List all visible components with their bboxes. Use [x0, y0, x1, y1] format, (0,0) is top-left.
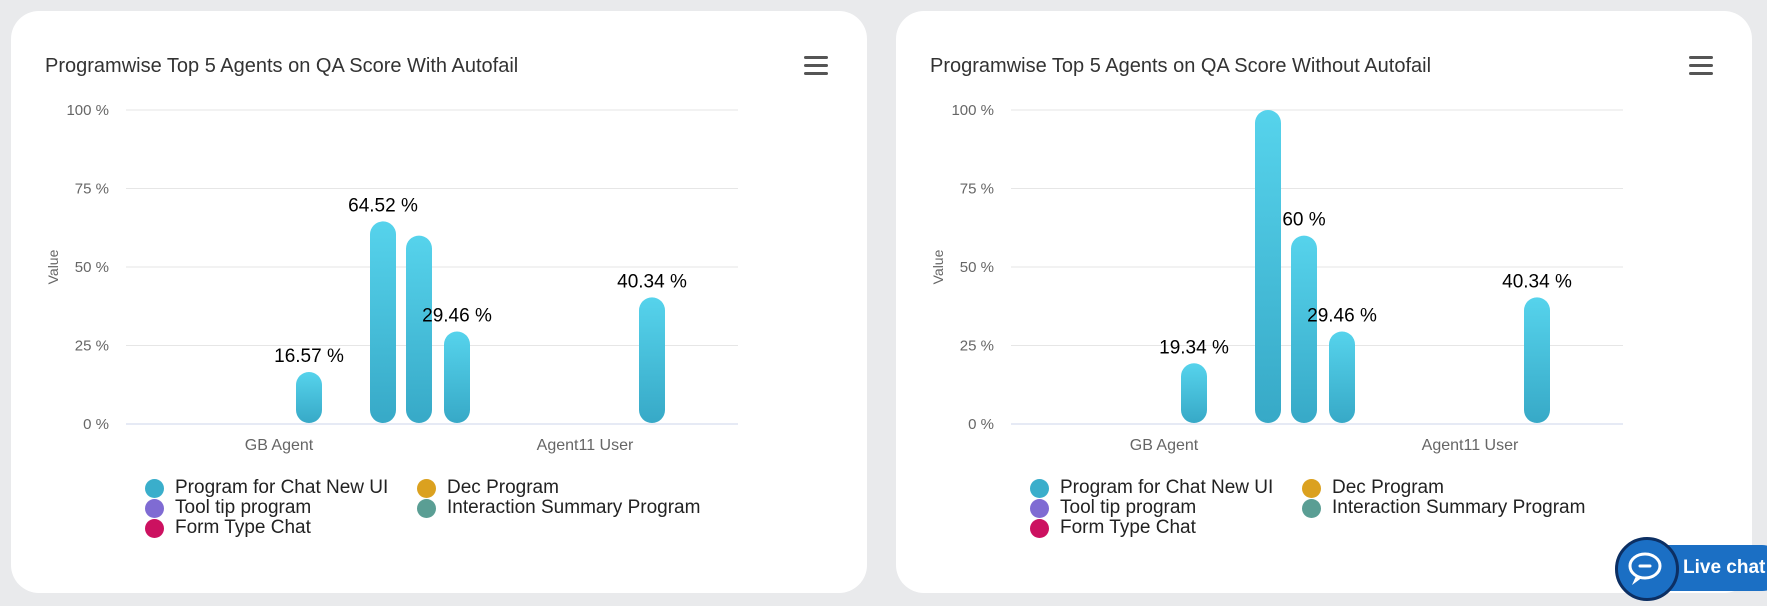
legend-item[interactable]: Form Type Chat — [145, 517, 311, 539]
legend-dot-icon — [145, 478, 164, 498]
legend-item[interactable]: Tool tip program — [145, 497, 311, 519]
data-label: 64.52 % — [348, 195, 418, 216]
legend-dot-icon — [417, 498, 436, 518]
chart-title: Programwise Top 5 Agents on QA Score Wit… — [45, 55, 519, 77]
chart-without-autofail: 0 % 25 % 50 % 75 % 100 % Value GB Agent Agent11… — [930, 102, 1623, 454]
legend-label: Interaction Summary Program — [1332, 497, 1586, 518]
bar[interactable] — [1255, 110, 1281, 423]
legend-item[interactable]: Program for Chat New UI — [145, 477, 388, 499]
bar[interactable] — [370, 221, 396, 423]
legend-item[interactable]: Form Type Chat — [1030, 517, 1196, 539]
legend-item[interactable]: Interaction Summary Program — [417, 497, 700, 519]
legend-dot-icon — [1302, 478, 1321, 498]
chart-menu-button[interactable] — [1686, 50, 1716, 75]
x-tick-label: Agent11 User — [1422, 437, 1519, 454]
y-tick-label: 100 % — [66, 102, 109, 119]
bar[interactable] — [639, 297, 665, 423]
legend-item[interactable]: Interaction Summary Program — [1302, 497, 1585, 519]
x-tick-label: Agent11 User — [537, 437, 634, 454]
legend-label: Form Type Chat — [1060, 517, 1196, 538]
y-tick-label: 100 % — [951, 102, 994, 119]
chart-title: Programwise Top 5 Agents on QA Score Wit… — [930, 55, 1432, 77]
legend-dot-icon — [145, 498, 164, 518]
x-tick-label: GB Agent — [1130, 437, 1199, 454]
legend-dot-icon — [1030, 498, 1049, 518]
data-label: 40.34 % — [1502, 271, 1572, 292]
legend-dot-icon — [1030, 518, 1049, 538]
y-tick-label: 75 % — [960, 181, 994, 198]
legend-label: Tool tip program — [175, 497, 312, 518]
legend-dot-icon — [145, 518, 164, 538]
data-label: 16.57 % — [274, 346, 344, 367]
legend-label: Tool tip program — [1060, 497, 1197, 518]
legend-dot-icon — [1302, 498, 1321, 518]
legend-label: Dec Program — [1332, 477, 1444, 498]
data-label: 19.34 % — [1159, 337, 1229, 358]
chart-with-autofail: 0 % 25 % 50 % 75 % 100 % Value GB Agent Agent11… — [45, 102, 738, 454]
bar[interactable] — [1524, 297, 1550, 423]
bar[interactable] — [1181, 363, 1207, 423]
data-label: 29.46 % — [422, 305, 492, 326]
legend-item[interactable]: Program for Chat New UI — [1030, 477, 1273, 499]
legend-label: Interaction Summary Program — [447, 497, 701, 518]
bar[interactable] — [444, 331, 470, 423]
legend-label: Program for Chat New UI — [1060, 477, 1274, 498]
y-tick-label: 0 % — [968, 416, 994, 433]
legend-dot-icon — [1030, 478, 1049, 498]
data-label: 60 % — [1282, 210, 1325, 231]
y-tick-label: 75 % — [75, 181, 109, 198]
hamburger-icon — [804, 56, 828, 59]
legend-label: Dec Program — [447, 477, 559, 498]
x-tick-label: GB Agent — [245, 437, 314, 454]
legend-label: Program for Chat New UI — [175, 477, 389, 498]
data-label: 40.34 % — [617, 271, 687, 292]
live-chat-label[interactable]: Live chat — [1683, 557, 1766, 578]
y-axis-title: Value — [930, 249, 946, 284]
legend-dot-icon — [417, 478, 436, 498]
bar[interactable] — [296, 371, 322, 423]
legend-item[interactable]: Tool tip program — [1030, 497, 1196, 519]
legend-item[interactable]: Dec Program — [417, 477, 559, 499]
y-tick-label: 25 % — [75, 338, 109, 355]
legend-item[interactable]: Dec Program — [1302, 477, 1444, 499]
y-tick-label: 50 % — [75, 259, 109, 276]
chart-card-with-autofail: Programwise Top 5 Agents on QA Score Wit… — [11, 11, 867, 593]
bar[interactable] — [1291, 235, 1317, 423]
chart-menu-button[interactable] — [801, 50, 831, 75]
y-tick-label: 0 % — [83, 416, 109, 433]
y-tick-label: 25 % — [960, 338, 994, 355]
y-tick-label: 50 % — [960, 259, 994, 276]
data-label: 29.46 % — [1307, 305, 1377, 326]
y-axis-title: Value — [45, 249, 61, 284]
chat-bubble-icon[interactable] — [1615, 537, 1679, 601]
hamburger-icon — [1689, 56, 1713, 59]
live-chat-button[interactable]: Live chat — [1615, 537, 1767, 601]
chart-card-without-autofail: Programwise Top 5 Agents on QA Score Wit… — [896, 11, 1752, 593]
bar[interactable] — [1329, 331, 1355, 423]
bar[interactable] — [406, 235, 432, 423]
legend-label: Form Type Chat — [175, 517, 311, 538]
